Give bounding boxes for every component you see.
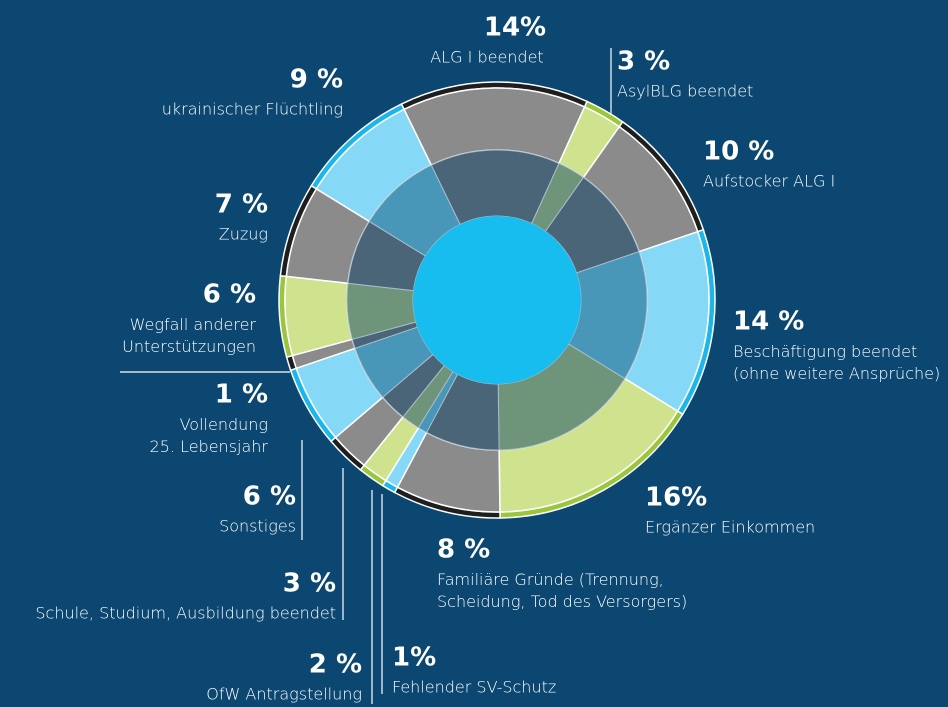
value-label: 10 % xyxy=(703,137,774,167)
category-label: Schule, Studium, Ausbildung beendet xyxy=(35,604,336,623)
value-label: 3 % xyxy=(617,47,670,77)
category-label: Aufstocker ALG I xyxy=(703,172,835,191)
slice xyxy=(285,321,419,372)
slice xyxy=(310,103,461,257)
category-label: ALG I beendet xyxy=(430,48,543,67)
category-label: Familiäre Gründe (Trennung, Scheidung, To… xyxy=(437,570,687,611)
category-label: Vollendung 25. Lebensjahr xyxy=(150,415,269,456)
value-label: 6 % xyxy=(243,482,296,512)
category-label: ukrainischer Flüchtling xyxy=(162,100,343,119)
category-label: Beschäftigung beendet (ohne weitere Anspr… xyxy=(733,342,940,383)
value-label: 14 % xyxy=(733,307,804,337)
value-label: 3 % xyxy=(283,569,336,599)
category-label: Fehlender SV-Schutz xyxy=(392,678,556,697)
category-label: AsylBLG beendet xyxy=(617,82,753,101)
category-label: Ergänzer Einkommen xyxy=(645,518,815,537)
value-label: 8 % xyxy=(437,535,490,565)
value-label: 1% xyxy=(392,643,436,673)
category-label: Sonstiges xyxy=(219,517,296,536)
leader-lines xyxy=(120,48,612,704)
category-label: OfW Antragstellung xyxy=(206,685,362,704)
slice xyxy=(359,364,454,487)
value-label: 16% xyxy=(645,483,707,513)
value-label: 6 % xyxy=(203,280,256,310)
category-label: Zuzug xyxy=(219,225,268,244)
slice xyxy=(279,184,427,292)
value-label: 2 % xyxy=(309,650,362,680)
slice xyxy=(400,81,589,226)
center-disc xyxy=(413,216,581,384)
value-label: 14% xyxy=(484,13,546,43)
value-label: 1 % xyxy=(215,380,268,410)
value-label: 7 % xyxy=(215,190,268,220)
value-label: 9 % xyxy=(290,65,343,95)
slice xyxy=(567,228,716,416)
category-label: Wegfall anderer Unterstützungen xyxy=(122,315,256,356)
